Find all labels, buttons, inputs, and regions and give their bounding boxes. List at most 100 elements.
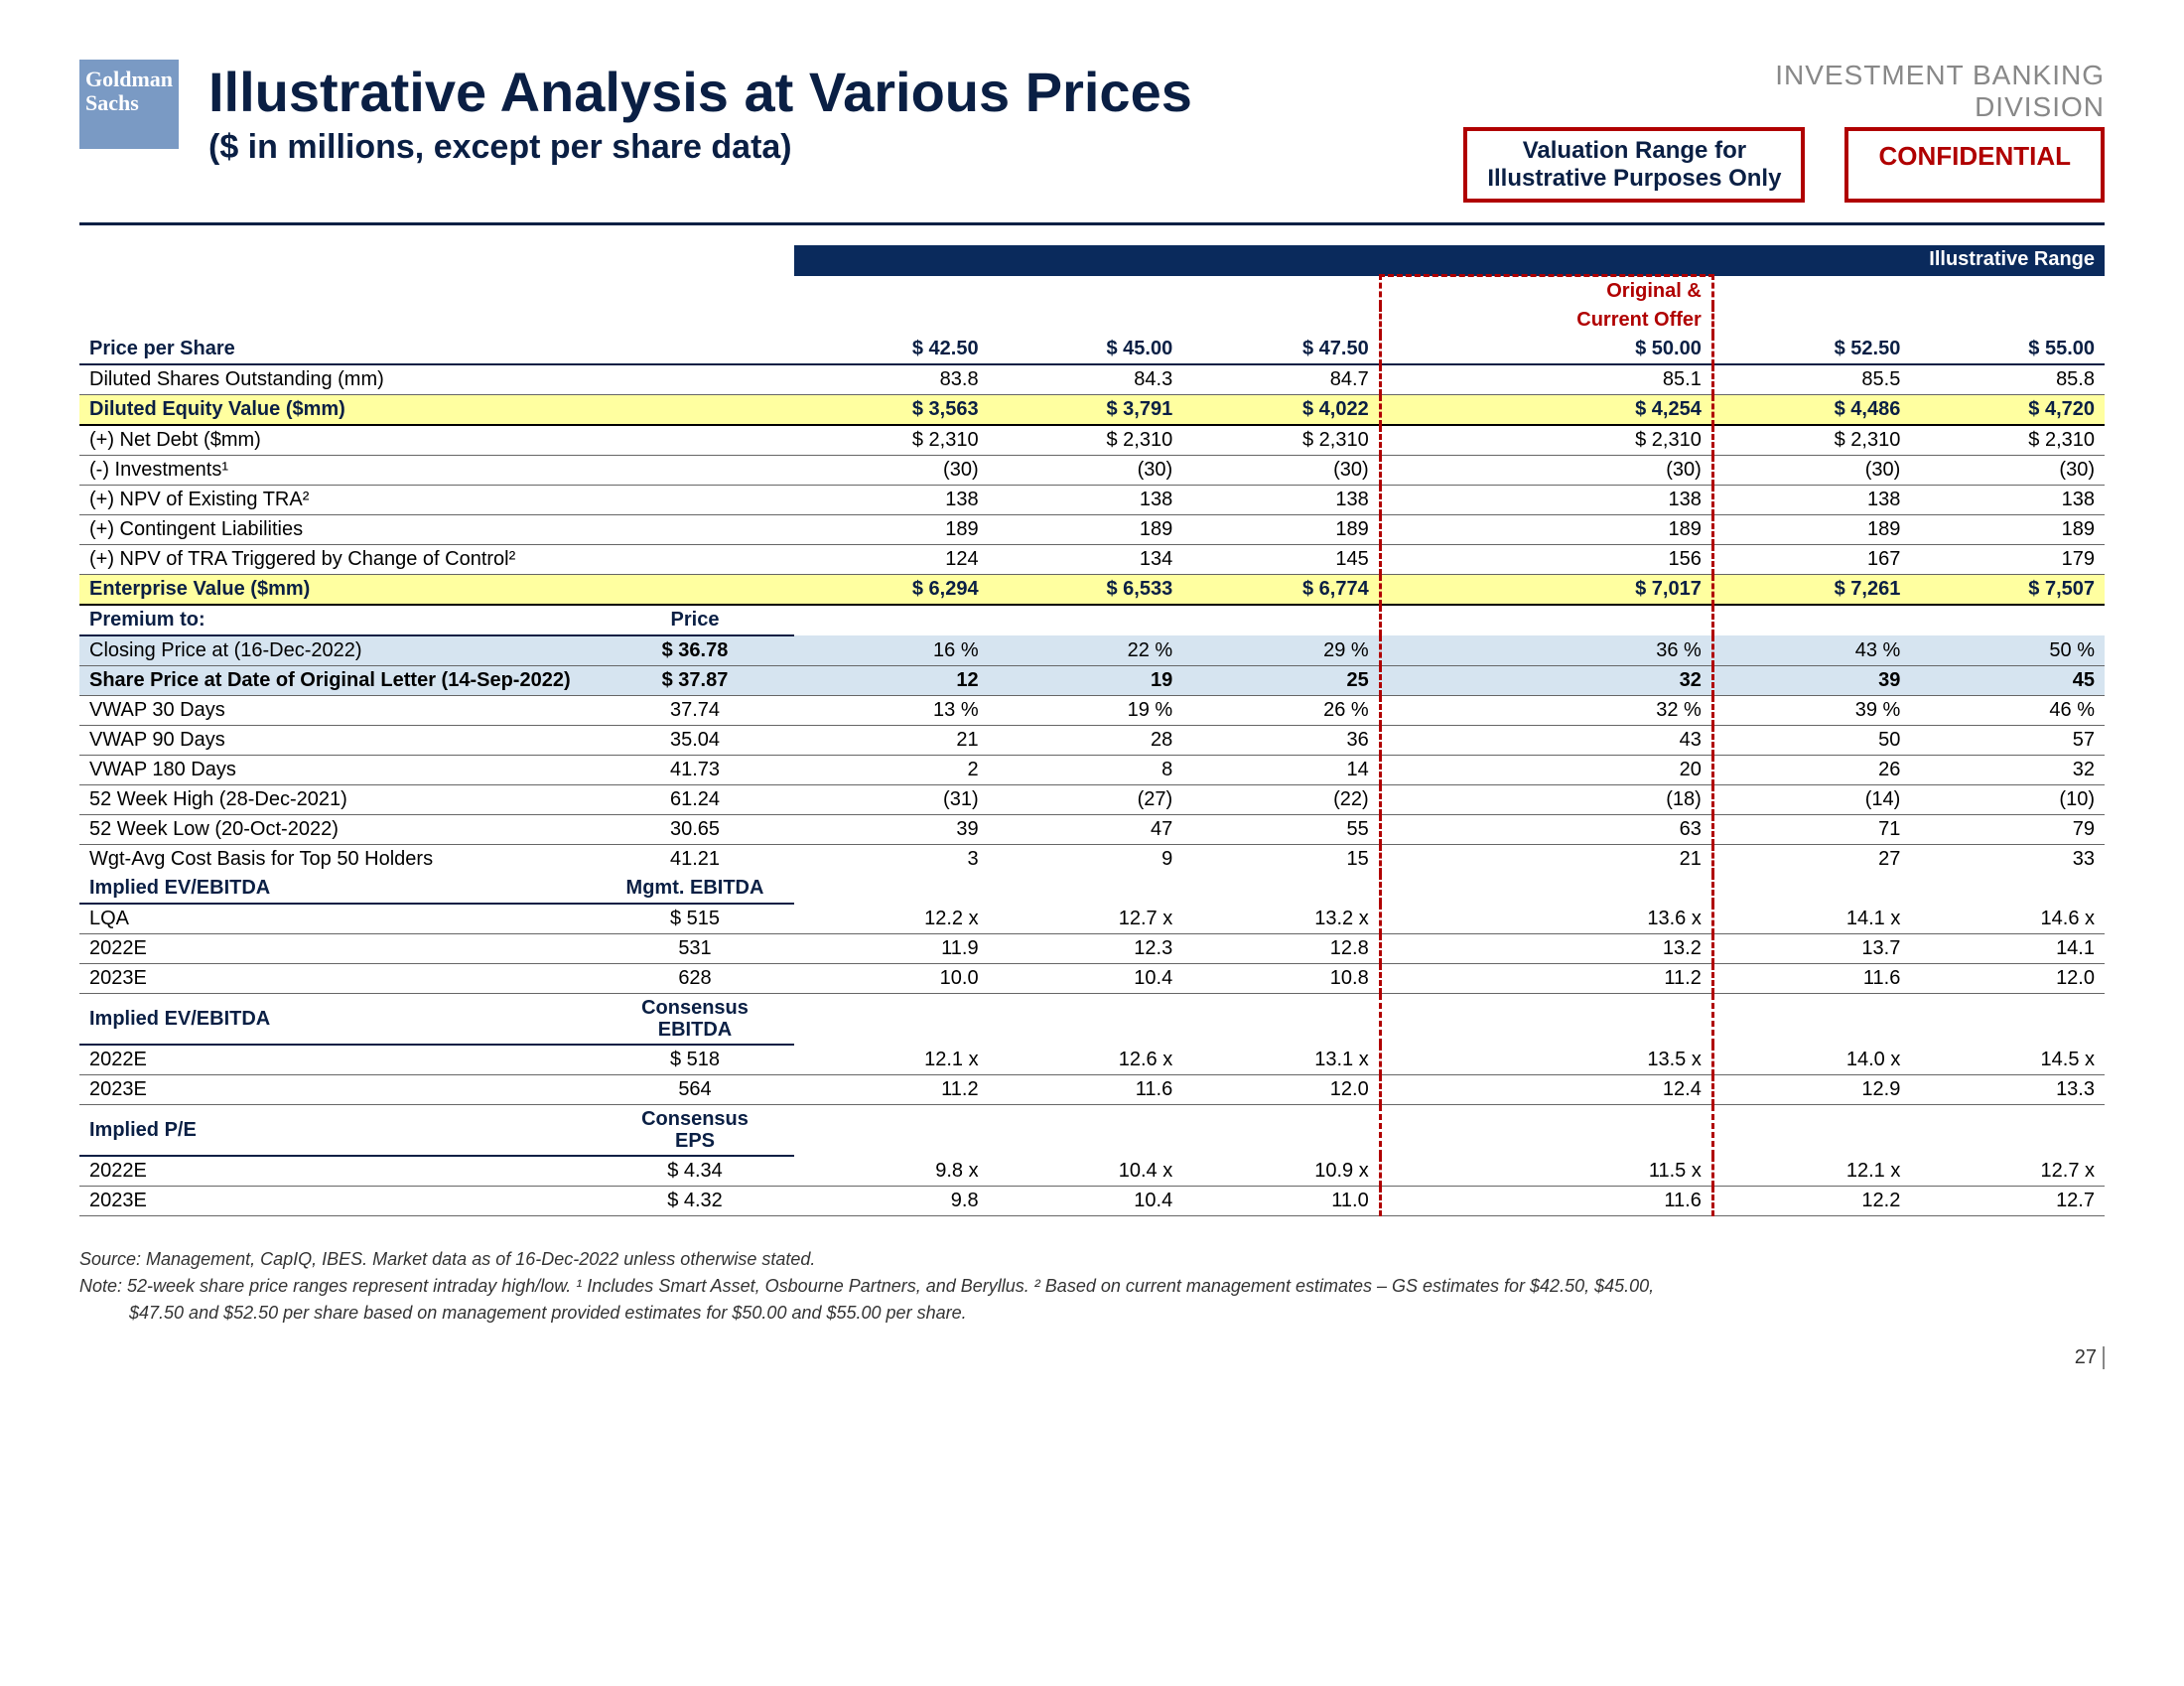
cell: 14 — [1182, 756, 1380, 785]
cell: 28 — [989, 726, 1183, 756]
cell: 9 — [989, 845, 1183, 875]
mg2023-row: 2023E 628 10.0 10.4 10.8 11.2 11.6 12.0 — [79, 964, 2105, 994]
cell: 138 — [1380, 486, 1712, 515]
cell: 84.3 — [989, 364, 1183, 395]
cell: 12.4 — [1380, 1075, 1712, 1105]
footnotes: Source: Management, CapIQ, IBES. Market … — [79, 1246, 2105, 1327]
cell: 57 — [1910, 726, 2105, 756]
cell: 138 — [1182, 486, 1380, 515]
label: Premium to: — [79, 605, 596, 635]
cell: 3 — [794, 845, 989, 875]
cell: 138 — [1910, 486, 2105, 515]
cell: 36 % — [1380, 635, 1712, 666]
cell: 189 — [794, 515, 989, 545]
cell: 12 — [794, 666, 989, 696]
cell: $ 7,261 — [1712, 575, 1910, 606]
investments-row: (-) Investments¹ (30) (30) (30) (30) (30… — [79, 456, 2105, 486]
cell: 138 — [1712, 486, 1910, 515]
cell: 12.8 — [1182, 934, 1380, 964]
closing-price-row: Closing Price at (16-Dec-2022) $ 36.78 1… — [79, 635, 2105, 666]
cell: $ 4.32 — [596, 1187, 794, 1216]
cell: $ 2,310 — [794, 425, 989, 456]
cell: 32 % — [1380, 696, 1712, 726]
cell: 10.4 x — [989, 1156, 1183, 1187]
cell: 85.5 — [1712, 364, 1910, 395]
division-label: INVESTMENT BANKING DIVISION — [1775, 60, 2105, 123]
cell: 14.1 x — [1712, 904, 1910, 934]
cell: 32 — [1380, 666, 1712, 696]
price-per-share-row: Price per Share $ 42.50 $ 45.00 $ 47.50 … — [79, 335, 2105, 364]
cell: 27 — [1712, 845, 1910, 875]
analysis-table: Illustrative Range Original & Current Of… — [79, 245, 2105, 1216]
cell: 134 — [989, 545, 1183, 575]
cell: 189 — [1182, 515, 1380, 545]
cell: $ 2,310 — [1380, 425, 1712, 456]
cell: 43 % — [1712, 635, 1910, 666]
cell: 10.8 — [1182, 964, 1380, 994]
cell: 21 — [1380, 845, 1712, 875]
cell: 12.7 x — [1910, 1156, 2105, 1187]
vwap180-row: VWAP 180 Days 41.73 2 8 14 20 26 32 — [79, 756, 2105, 785]
cell: 21 — [794, 726, 989, 756]
cell: 33 — [1910, 845, 2105, 875]
cell: 10.4 — [989, 1187, 1183, 1216]
cell: 2 — [794, 756, 989, 785]
cell: 13.3 — [1910, 1075, 2105, 1105]
wgt-avg-row: Wgt-Avg Cost Basis for Top 50 Holders 41… — [79, 845, 2105, 875]
cell: 12.7 x — [989, 904, 1183, 934]
cell: $ 4,254 — [1380, 395, 1712, 426]
cell: 13 % — [794, 696, 989, 726]
cell: 46 % — [1910, 696, 2105, 726]
offer-header-row2: Current Offer — [79, 306, 2105, 335]
cell: $ 45.00 — [989, 335, 1183, 364]
cell: 84.7 — [1182, 364, 1380, 395]
cell: 156 — [1380, 545, 1712, 575]
cell: $ 515 — [596, 904, 794, 934]
label: Implied EV/EBITDA — [79, 994, 596, 1046]
cell: 45 — [1910, 666, 2105, 696]
footnote-source: Source: Management, CapIQ, IBES. Market … — [79, 1246, 2105, 1273]
label: (-) Investments¹ — [79, 456, 596, 486]
cell: 8 — [989, 756, 1183, 785]
original-offer-head2: Current Offer — [1380, 306, 1712, 335]
cell: 11.2 — [794, 1075, 989, 1105]
label: (+) NPV of Existing TRA² — [79, 486, 596, 515]
cell: $ 4,720 — [1910, 395, 2105, 426]
implied-pe-header: Implied P/E Consensus EPS — [79, 1105, 2105, 1157]
footnote-note1: Note: 52-week share price ranges represe… — [79, 1273, 2105, 1300]
cell: 12.2 x — [794, 904, 989, 934]
cell: $ 50.00 — [1380, 335, 1712, 364]
cell: $ 52.50 — [1712, 335, 1910, 364]
label: Implied P/E — [79, 1105, 596, 1157]
label: Closing Price at (16-Dec-2022) — [79, 635, 596, 666]
vwap90-row: VWAP 90 Days 35.04 21 28 36 43 50 57 — [79, 726, 2105, 756]
cell: 32 — [1910, 756, 2105, 785]
cell: (31) — [794, 785, 989, 815]
cell: 14.6 x — [1910, 904, 2105, 934]
label: 52 Week Low (20-Oct-2022) — [79, 815, 596, 845]
cell: $ 6,294 — [794, 575, 989, 606]
cell: (18) — [1380, 785, 1712, 815]
cell: 11.5 x — [1380, 1156, 1712, 1187]
cell: 13.5 x — [1380, 1045, 1712, 1075]
label: LQA — [79, 904, 596, 934]
page-title: Illustrative Analysis at Various Prices — [208, 60, 1775, 124]
label: VWAP 30 Days — [79, 696, 596, 726]
col2-label: Consensus EBITDA — [596, 994, 794, 1046]
cell: 138 — [989, 486, 1183, 515]
cell: 16 % — [794, 635, 989, 666]
cell: $ 3,791 — [989, 395, 1183, 426]
cell: 41.73 — [596, 756, 794, 785]
cell: 11.6 — [1712, 964, 1910, 994]
enterprise-value-row: Enterprise Value ($mm) $ 6,294 $ 6,533 $… — [79, 575, 2105, 606]
cell: 9.8 x — [794, 1156, 989, 1187]
cell: $ 36.78 — [596, 635, 794, 666]
original-offer-head1: Original & — [1380, 276, 1712, 307]
label: VWAP 180 Days — [79, 756, 596, 785]
cell: 79 — [1910, 815, 2105, 845]
cell: 189 — [1380, 515, 1712, 545]
cell: 14.0 x — [1712, 1045, 1910, 1075]
cell: 37.74 — [596, 696, 794, 726]
pps-label: Price per Share — [79, 335, 596, 364]
cell: (30) — [1380, 456, 1712, 486]
